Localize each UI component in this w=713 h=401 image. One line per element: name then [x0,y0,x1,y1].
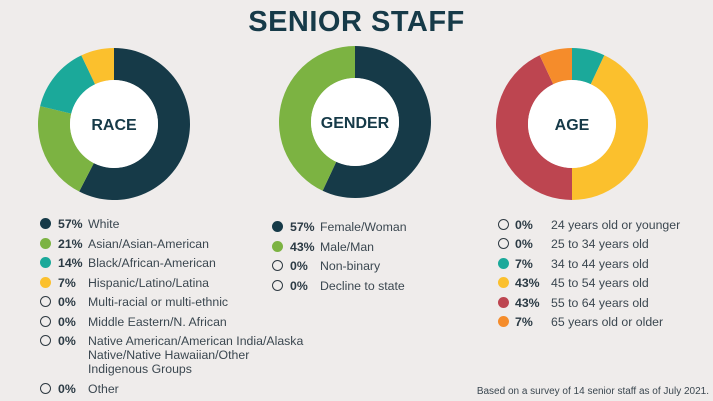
legend-label: Decline to state [320,278,405,293]
legend-item: 0% Native American/American India/Alaska … [40,334,310,376]
slice-34-to-44-years-old [572,48,605,85]
legend-percent: 21% [58,236,83,251]
legend-percent: 7% [515,314,533,329]
legend-percent: 14% [58,256,83,270]
donut-center-label: RACE [91,117,137,134]
legend-marker-icon [40,315,51,327]
legend-marker-icon [40,335,51,346]
legend-item: 0% Non-binary [272,259,462,273]
legend-percent: 57% [290,220,315,234]
legend-item: 43% 45 to 54 years old [498,276,713,290]
legend-item: 0% Multi-racial or multi-ethnic [40,295,310,309]
legend-marker-icon [40,296,51,307]
legend-item: 0% Middle Eastern/N. African [40,315,310,329]
legend-marker-icon [40,218,51,229]
legend-percent: 43% [515,276,540,291]
legend-marker-icon [498,315,509,327]
legend-label: Asian/Asian-American [88,236,209,251]
legend-label: 25 to 34 years old [551,237,649,252]
slice-black-african-american [40,55,96,114]
legend-item: 43% 55 to 64 years old [498,296,713,310]
legend-label: 34 to 44 years old [551,256,649,271]
legend-marker-icon [40,382,51,394]
legend-percent: 0% [58,334,76,348]
gender-donut-chart: GENDER [279,46,431,198]
legend-label: Hispanic/Latino/Latina [88,275,209,290]
slice-hispanic-latino-latina [81,48,114,85]
legend-label: White [88,217,120,231]
slice-55-to-64-years-old [496,55,572,201]
legend-label: 24 years old or younger [551,218,681,232]
legend-label: Black/African-American [88,256,216,270]
legend-marker-icon [498,238,509,250]
legend-marker-icon [272,260,283,271]
legend-item: 57% White [40,217,310,231]
donut-center-label: AGE [555,117,590,134]
legend-marker-icon [272,240,283,252]
slice-65-years-old-or-older [539,48,572,85]
footnote: Based on a survey of 14 senior staff as … [476,386,709,397]
legend-marker-icon [40,276,51,288]
legend-marker-icon [272,279,283,291]
legend-label: Middle Eastern/N. African [88,314,227,329]
legend-item: 0% Other [40,382,310,396]
legend-percent: 0% [58,295,76,309]
legend-item: 7% Hispanic/Latino/Latina [40,276,310,290]
legend-item: 14% Black/African-American [40,256,310,270]
legend-marker-icon [498,219,509,230]
legend-label: Other [88,381,119,396]
slice-asian-asian-american [38,106,94,192]
legend-label: Female/Woman [320,220,407,234]
legend-percent: 0% [290,259,308,273]
race-donut-chart: RACE [38,48,190,200]
legend-marker-icon [498,277,509,289]
legend-marker-icon [40,237,51,249]
legend-item: 0% 24 years old or younger [498,218,713,232]
legend-item: 21% Asian/Asian-American [40,237,310,251]
legend-item: 0% Decline to state [272,279,462,293]
legend-percent: 0% [58,381,76,396]
legend-label: 45 to 54 years old [551,276,649,291]
page-title: SENIOR STAFF [248,6,465,38]
legend-percent: 0% [515,237,533,252]
legend-marker-icon [498,296,509,308]
slice-45-to-54-years-old [572,55,648,201]
legend-label: Multi-racial or multi-ethnic [88,295,229,309]
slice-female-woman [322,46,431,198]
legend-percent: 43% [290,239,315,254]
legend-percent: 0% [58,314,76,329]
legend-percent: 7% [58,275,76,290]
race-legend: 57% White 21% Asian/Asian-American 14% Black/… [40,217,310,401]
age-legend: 0% 24 years old or younger 0% 25 to 34 year… [498,218,713,334]
legend-label: Male/Man [320,239,374,254]
legend-percent: 0% [290,278,308,293]
legend-marker-icon [272,221,283,232]
legend-percent: 57% [58,217,83,231]
donut-hole [311,78,399,166]
donut-center-label: GENDER [321,115,390,132]
legend-marker-icon [498,257,509,269]
slice-white [79,48,190,200]
legend-label: 55 to 64 years old [551,295,649,310]
legend-percent: 0% [515,218,533,232]
legend-label: Non-binary [320,259,381,273]
legend-item: 0% 25 to 34 years old [498,237,713,251]
donut-hole [70,80,158,168]
age-donut-chart: AGE [496,48,648,201]
gender-legend: 57% Female/Woman 43% Male/Man 0% Non-binary 0%… [272,220,462,298]
slice-male-man [279,46,355,191]
legend-label: 65 years old or older [551,314,664,329]
legend-marker-icon [40,257,51,268]
legend-item: 57% Female/Woman [272,220,462,234]
legend-percent: 7% [515,256,533,271]
donut-hole [528,80,616,168]
legend-item: 43% Male/Man [272,240,462,254]
legend-label: Native American/American India/Alaska Na… [88,334,304,376]
legend-item: 7% 34 to 44 years old [498,257,713,271]
legend-percent: 43% [515,295,540,310]
legend-item: 7% 65 years old or older [498,315,713,329]
